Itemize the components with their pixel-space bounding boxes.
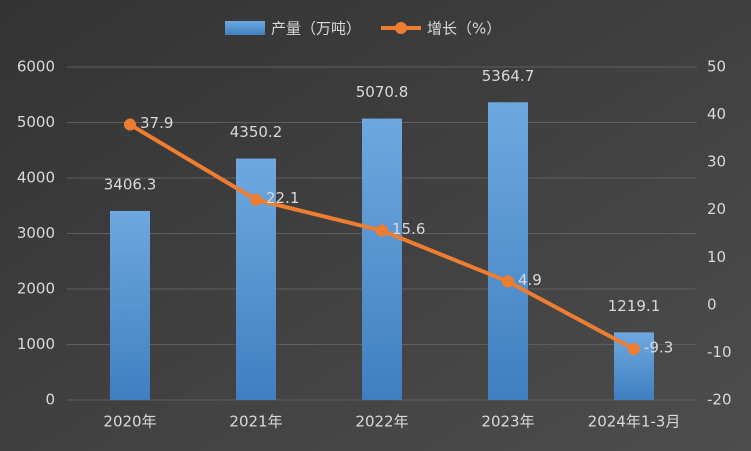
y2-tick-label: -10 xyxy=(707,343,732,361)
y2-tick-label: -20 xyxy=(707,391,732,409)
line-value-label: 4.9 xyxy=(518,271,542,289)
bar xyxy=(362,118,402,400)
y2-tick-label: 0 xyxy=(707,295,717,313)
y2-tick-label: 30 xyxy=(707,153,726,171)
line-marker xyxy=(376,224,388,237)
y-tick-label: 0 xyxy=(45,391,55,409)
y2-tick-label: 50 xyxy=(707,58,726,76)
line-marker xyxy=(502,275,514,288)
y-tick-label: 4000 xyxy=(17,169,55,187)
legend-label: 增长（%） xyxy=(427,20,501,38)
y-tick-label: 6000 xyxy=(17,58,55,76)
y2-tick-label: 20 xyxy=(707,200,726,218)
y2-tick-label: 10 xyxy=(707,248,726,266)
x-tick-label: 2021年 xyxy=(229,413,282,431)
y-tick-label: 3000 xyxy=(17,224,55,242)
x-tick-label: 2024年1-3月 xyxy=(588,413,681,431)
bar xyxy=(110,210,150,400)
legend-label: 产量（万吨） xyxy=(271,20,361,38)
y-tick-label: 5000 xyxy=(17,113,55,131)
y-tick-label: 1000 xyxy=(17,335,55,353)
legend-swatch-marker xyxy=(395,22,408,34)
bar-value-label: 4350.2 xyxy=(230,123,283,141)
line-marker xyxy=(124,118,136,131)
bar-value-label: 5364.7 xyxy=(482,67,535,85)
line-value-label: 15.6 xyxy=(392,220,425,238)
line-marker xyxy=(250,193,262,206)
bar-value-label: 1219.1 xyxy=(608,297,661,315)
line-value-label: 37.9 xyxy=(140,114,173,132)
x-tick-label: 2020年 xyxy=(103,413,156,431)
bar-value-label: 5070.8 xyxy=(356,83,409,101)
y-tick-label: 2000 xyxy=(17,280,55,298)
line-marker xyxy=(628,343,640,356)
legend-swatch xyxy=(225,21,265,35)
bar xyxy=(488,102,528,400)
x-tick-label: 2023年 xyxy=(481,413,534,431)
bar-value-label: 3406.3 xyxy=(104,175,157,193)
x-tick-label: 2022年 xyxy=(355,413,408,431)
y2-tick-label: 40 xyxy=(707,105,726,123)
line-value-label: -9.3 xyxy=(644,339,673,357)
line-value-label: 22.1 xyxy=(266,189,299,207)
